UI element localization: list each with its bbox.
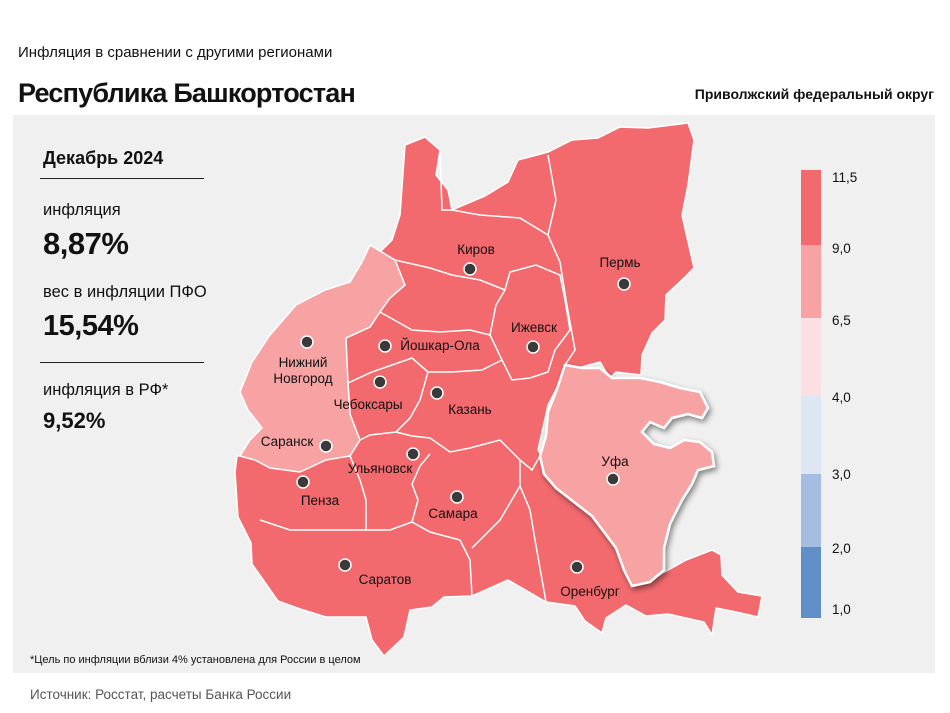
weight-value: 15,54% xyxy=(43,310,139,342)
city-label-ульяновск: Ульяновск xyxy=(348,461,413,476)
rf-inflation-value: 9,52% xyxy=(43,408,106,433)
city-label-ижевск: Ижевск xyxy=(511,320,557,335)
legend-tick: 2,0 xyxy=(832,541,851,556)
city-label-уфа: Уфа xyxy=(601,454,629,469)
footnote: *Цель по инфляции вблизи 4% установлена … xyxy=(30,654,361,666)
inflation-label: инфляция xyxy=(43,201,121,219)
inflation-value: 8,87% xyxy=(43,226,129,261)
city-label-пенза: Пенза xyxy=(301,493,340,508)
legend-tick: 1,0 xyxy=(832,602,851,617)
city-marker-самара xyxy=(450,490,464,504)
city-label-нижний-новгород: Новгород xyxy=(273,371,332,386)
city-marker-пермь xyxy=(617,277,631,291)
city-label-саратов: Саратов xyxy=(359,572,412,587)
city-marker-казань xyxy=(430,386,444,400)
legend-tick: 9,0 xyxy=(832,241,851,256)
region-shape-nizhny xyxy=(238,243,406,473)
city-label-самара: Самара xyxy=(428,506,478,521)
city-marker-киров xyxy=(463,262,477,276)
city-label-киров: Киров xyxy=(457,242,495,257)
city-label-пермь: Пермь xyxy=(599,255,640,270)
legend-segment-2 xyxy=(801,245,821,318)
legend-tick: 6,5 xyxy=(832,313,851,328)
legend-segment-3 xyxy=(801,318,821,396)
weight-label: вес в инфляции ПФО xyxy=(43,283,207,301)
legend-tick: 11,5 xyxy=(832,170,858,185)
region-borders xyxy=(259,149,576,603)
city-marker-саранск xyxy=(319,439,333,453)
rf-inflation-label: инфляция в РФ* xyxy=(43,381,169,399)
legend-tick: 3,0 xyxy=(832,467,851,482)
legend-segment-6 xyxy=(801,547,821,618)
city-marker-пенза xyxy=(296,475,310,489)
legend-segment-4 xyxy=(801,396,821,474)
city-marker-саратов xyxy=(338,558,352,572)
legend-segment-1 xyxy=(801,170,821,245)
city-label-нижний-новгород: Нижний xyxy=(279,355,328,370)
region-shape-highlighted xyxy=(538,363,716,588)
city-marker-чебоксары xyxy=(373,375,387,389)
city-marker-йошкар-ола xyxy=(378,339,392,353)
legend-segment-5 xyxy=(801,474,821,547)
district-label: Приволжский федеральный округ xyxy=(694,86,934,102)
page-title: Республика Башкортостан xyxy=(18,78,356,108)
divider-top xyxy=(40,178,204,179)
legend-tick: 4,0 xyxy=(832,390,851,405)
city-label-йошкар-ола: Йошкар-Ола xyxy=(400,338,480,353)
city-label-чебоксары: Чебоксары xyxy=(333,397,402,412)
period-label: Декабрь 2024 xyxy=(43,148,164,168)
city-label-оренбург: Оренбург xyxy=(560,584,620,599)
city-marker-нижний-новгород xyxy=(300,335,314,349)
city-label-саранск: Саранск xyxy=(261,434,314,449)
divider-bottom xyxy=(40,362,204,363)
city-marker-ижевск xyxy=(526,340,540,354)
city-marker-оренбург xyxy=(570,560,584,574)
city-marker-уфа xyxy=(606,472,620,486)
source-note: Источник: Росстат, расчеты Банка России xyxy=(30,687,292,702)
city-label-казань: Казань xyxy=(448,402,491,417)
chart-subtitle: Инфляция в сравнении с другими регионами xyxy=(18,44,333,61)
city-marker-ульяновск xyxy=(406,447,420,461)
